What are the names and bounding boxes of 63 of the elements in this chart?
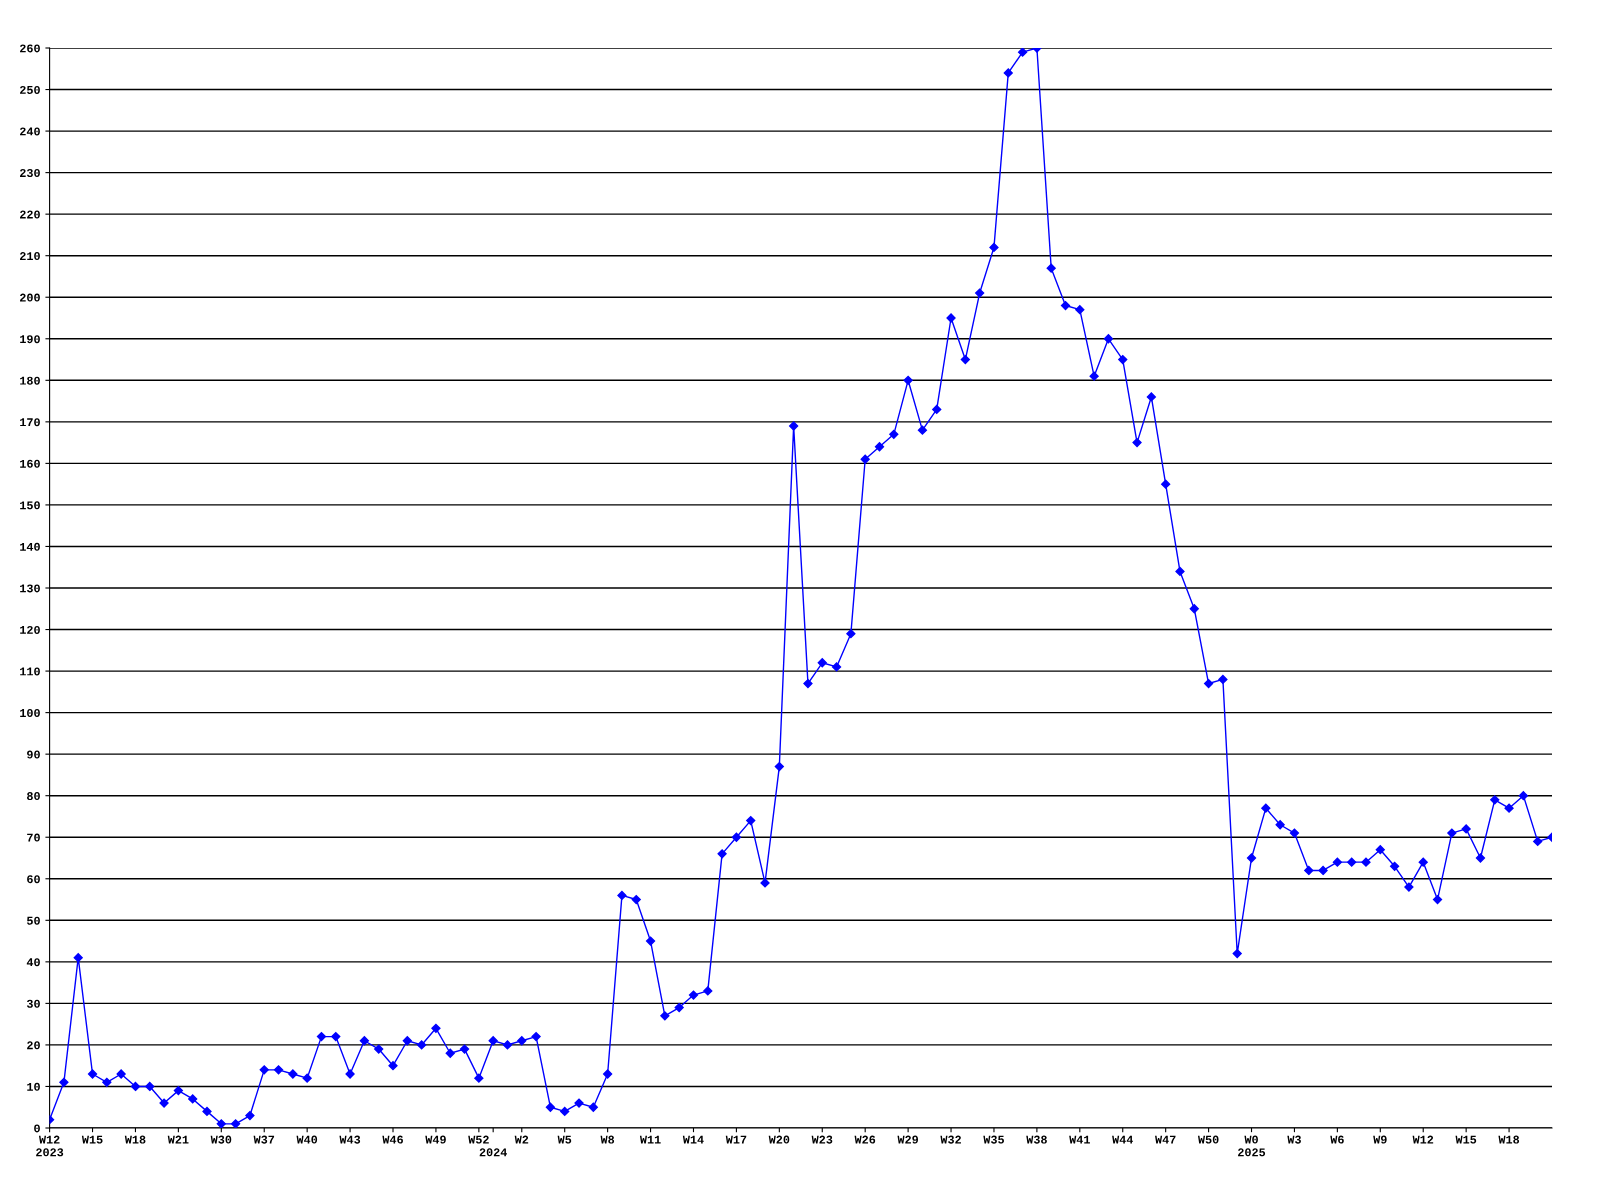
x-tick-label: 2024	[479, 1148, 507, 1157]
y-tick-label: 240	[20, 127, 40, 136]
y-tick-label: 210	[20, 252, 40, 261]
x-tick-label: W12	[1412, 1135, 1434, 1144]
x-tick-label: W44	[1112, 1135, 1134, 1144]
x-tick-label: W11	[639, 1135, 661, 1144]
x-tick-label: W18	[1498, 1135, 1520, 1144]
x-tick-label: W2	[514, 1135, 529, 1144]
x-tick-label: W41	[1069, 1135, 1090, 1144]
y-tick-label: 60	[27, 875, 40, 884]
x-tick-label: W5	[557, 1135, 572, 1144]
y-tick-label: 30	[26, 999, 40, 1008]
y-tick-label: 170	[20, 418, 40, 427]
y-tick-label: 120	[20, 625, 40, 634]
x-tick-label: W47	[1155, 1135, 1176, 1144]
x-tick-label: W0 2025	[1238, 1135, 1266, 1157]
y-tick-label: 180	[20, 376, 40, 385]
y-tick-label: 140	[20, 542, 40, 551]
y-tick-label: 220	[20, 210, 40, 219]
x-tick-label: W29	[897, 1135, 919, 1144]
x-tick-label: W12 2023	[36, 1135, 64, 1157]
y-tick-label: 20	[27, 1041, 40, 1050]
x-tick-label: W30	[210, 1135, 232, 1144]
x-tick-label: W17	[725, 1135, 747, 1144]
y-tick-label: 70	[27, 833, 40, 842]
x-tick-label: W35	[983, 1135, 1004, 1144]
x-tick-label: W23	[811, 1135, 833, 1144]
x-tick-label: W40	[296, 1135, 318, 1144]
x-tick-label: W6	[1330, 1135, 1344, 1144]
y-tick-label: 230	[20, 169, 40, 178]
x-tick-label: W14	[682, 1135, 704, 1144]
y-tick-label: 150	[20, 501, 40, 510]
x-tick-label: W50	[1197, 1135, 1219, 1144]
x-tick-label: W49	[425, 1135, 446, 1144]
y-tick-label: 90	[27, 750, 40, 759]
x-tick-label: W3	[1287, 1135, 1301, 1144]
y-tick-label: 10	[27, 1082, 40, 1091]
y-tick-label: 100	[20, 709, 40, 718]
x-tick-label: W26	[854, 1135, 876, 1144]
x-tick-label: W8	[600, 1135, 615, 1144]
y-tick-label: 160	[20, 459, 40, 468]
x-tick-label: W38	[1026, 1135, 1047, 1144]
x-tick-label: W15	[81, 1135, 103, 1144]
y-tick-label: 80	[27, 792, 40, 801]
y-tick-label: 190	[20, 335, 40, 344]
y-tick-label: 110	[20, 667, 40, 676]
x-tick-label: W46	[382, 1135, 403, 1144]
x-tick-label: W20	[768, 1135, 790, 1144]
x-tick-label: W9	[1373, 1135, 1387, 1144]
x-tick-label: W15	[1455, 1135, 1477, 1144]
y-tick-label: 40	[26, 958, 40, 967]
x-tick-label: W43	[339, 1135, 361, 1144]
y-tick-label: 250	[20, 85, 40, 94]
x-tick-label: W21	[167, 1135, 189, 1144]
x-tick-label: W18	[124, 1135, 146, 1144]
y-tick-label: 50	[27, 916, 40, 925]
y-tick-label: 130	[20, 584, 40, 593]
y-tick-label: 260	[20, 44, 40, 53]
x-tick-label: W52	[468, 1135, 489, 1144]
y-tick-label: 0	[34, 1124, 40, 1133]
x-tick-label: W37	[253, 1135, 275, 1144]
y-tick-label: 200	[20, 293, 40, 302]
x-tick-label: W32	[940, 1135, 961, 1144]
